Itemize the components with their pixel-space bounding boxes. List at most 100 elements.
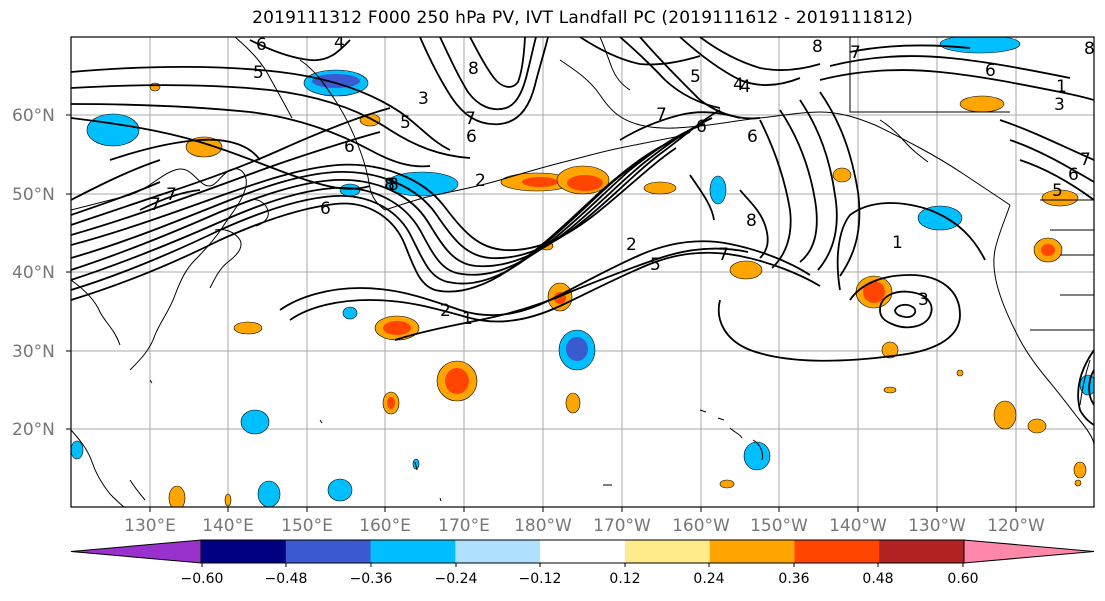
contour-label: 4 (733, 75, 744, 95)
lon-label-160e: 160°E (359, 516, 411, 536)
colorbar-cell (709, 540, 795, 563)
contour-label: 2 (440, 301, 451, 321)
pv-positive-anomaly (168, 485, 186, 507)
colorbar-cell (455, 540, 541, 563)
contour-label: 2 (626, 235, 637, 255)
contour-label: 8 (384, 175, 395, 195)
pv-positive-anomaly (956, 369, 964, 377)
contour-label: 1 (462, 309, 473, 329)
colorbar-label: 0.36 (778, 571, 809, 587)
pv-positive-anomaly (881, 341, 899, 359)
lon-label-140w: 140°W (829, 516, 887, 536)
contour-label: 5 (690, 67, 701, 87)
pv-positive-core (383, 321, 411, 335)
pv-positive-anomaly (993, 400, 1017, 430)
pv-positive-core (567, 175, 603, 191)
lat-label-60n: 60°N (12, 106, 55, 126)
colorbar-cell (370, 540, 456, 563)
contour-label: 8 (812, 37, 823, 57)
lon-label-130e: 130°E (124, 516, 176, 536)
lon-label-140e: 140°E (202, 516, 254, 536)
colorbar-cell (540, 540, 626, 563)
pv-positive-core (863, 281, 885, 303)
pv-positive-anomaly (1074, 479, 1082, 487)
pv-positive-anomaly (883, 386, 897, 394)
pv-positive-anomaly (224, 493, 232, 507)
colorbar-label: −0.36 (350, 571, 393, 587)
contour-label: 5 (253, 63, 264, 83)
contour-label: 7 (1080, 150, 1091, 170)
pv-positive-anomaly (1027, 418, 1047, 434)
contour-label: 3 (918, 290, 929, 310)
colorbar-outline (200, 539, 965, 564)
contour-label: 8 (468, 59, 479, 79)
lon-label-180w: 180°W (514, 516, 572, 536)
contour-label: 2 (475, 171, 486, 191)
lat-label-40n: 40°N (12, 263, 55, 283)
pv-positive-anomaly (149, 82, 161, 92)
contour-label: 6 (1068, 165, 1079, 185)
lat-label-30n: 30°N (12, 342, 55, 362)
colorbar-cells (70, 539, 1095, 564)
contour-label: 7 (656, 105, 667, 125)
longitude-labels: 130°E 140°E 150°E 160°E 170°E 180°W 170°… (124, 516, 1045, 536)
colorbar-label: 0.12 (609, 571, 640, 587)
pv-positive-anomaly (959, 95, 1005, 113)
pv-positive-anomaly (1041, 189, 1079, 207)
latitude-labels: 60°N 50°N 40°N 30°N 20°N (12, 106, 55, 440)
pv-positive-core (445, 368, 469, 394)
pv-positive-anomaly (729, 260, 763, 280)
pv-positive-anomaly (719, 479, 735, 489)
contour-label: 3 (418, 89, 429, 109)
contour-label: 8 (746, 211, 757, 231)
pv-negative-anomaly (71, 440, 84, 460)
pv-negative-anomaly (240, 409, 270, 435)
lon-label-170e: 170°E (438, 516, 490, 536)
colorbar: −0.60 −0.48 −0.36 −0.24 −0.12 0.12 0.24 … (70, 539, 1095, 587)
lon-label-170w: 170°W (593, 516, 651, 536)
contour-label: 8 (1084, 39, 1095, 59)
lat-label-50n: 50°N (12, 185, 55, 205)
contour-label: 6 (466, 127, 477, 147)
colorbar-label: 0.60 (947, 571, 978, 587)
contour-label: 6 (696, 117, 707, 137)
colorbar-cell (879, 540, 965, 563)
ivt-contours (71, 37, 1094, 426)
contour-label: 6 (344, 137, 355, 157)
pv-negative-anomaly (327, 478, 353, 502)
contour-label: 6 (985, 61, 996, 81)
pv-positive-core (522, 177, 558, 187)
contour-label: 7 (166, 185, 177, 205)
colorbar-cell (794, 540, 880, 563)
colorbar-extension-high (963, 539, 1095, 564)
contour-label: 7 (465, 109, 476, 129)
pv-negative-anomaly (86, 113, 140, 147)
contour-label: 7 (718, 245, 729, 265)
pv-negative-anomaly (917, 205, 963, 231)
colorbar-extension-low (70, 539, 202, 564)
contour-label: 3 (1054, 95, 1065, 115)
colorbar-label: −0.12 (519, 571, 562, 587)
colorbar-label: 0.24 (693, 571, 724, 587)
pv-positive-anomaly (832, 167, 852, 183)
contour-label: 7 (850, 43, 861, 63)
colorbar-cell (201, 540, 287, 563)
lon-label-160w: 160°W (672, 516, 730, 536)
contour-label: 6 (320, 199, 331, 219)
pv-negative-anomaly (709, 175, 727, 205)
contour-label: 6 (256, 35, 267, 55)
pv-negative-anomaly (385, 171, 459, 197)
colorbar-cell (285, 540, 372, 563)
contour-label: 1 (1056, 77, 1067, 97)
colorbar-label: 0.48 (862, 571, 893, 587)
contour-label: 1 (892, 233, 903, 253)
contour-label: 4 (334, 33, 345, 53)
colorbar-label: −0.48 (265, 571, 308, 587)
colorbar-tick-labels: −0.60 −0.48 −0.36 −0.24 −0.12 0.12 0.24 … (181, 571, 979, 587)
contour-label: 5 (650, 255, 661, 275)
colorbar-cell (624, 540, 711, 563)
contour-label: 7 (150, 195, 161, 215)
map-title: 2019111312 F000 250 hPa PV, IVT Landfall… (252, 8, 913, 28)
colorbar-label: −0.60 (181, 571, 224, 587)
